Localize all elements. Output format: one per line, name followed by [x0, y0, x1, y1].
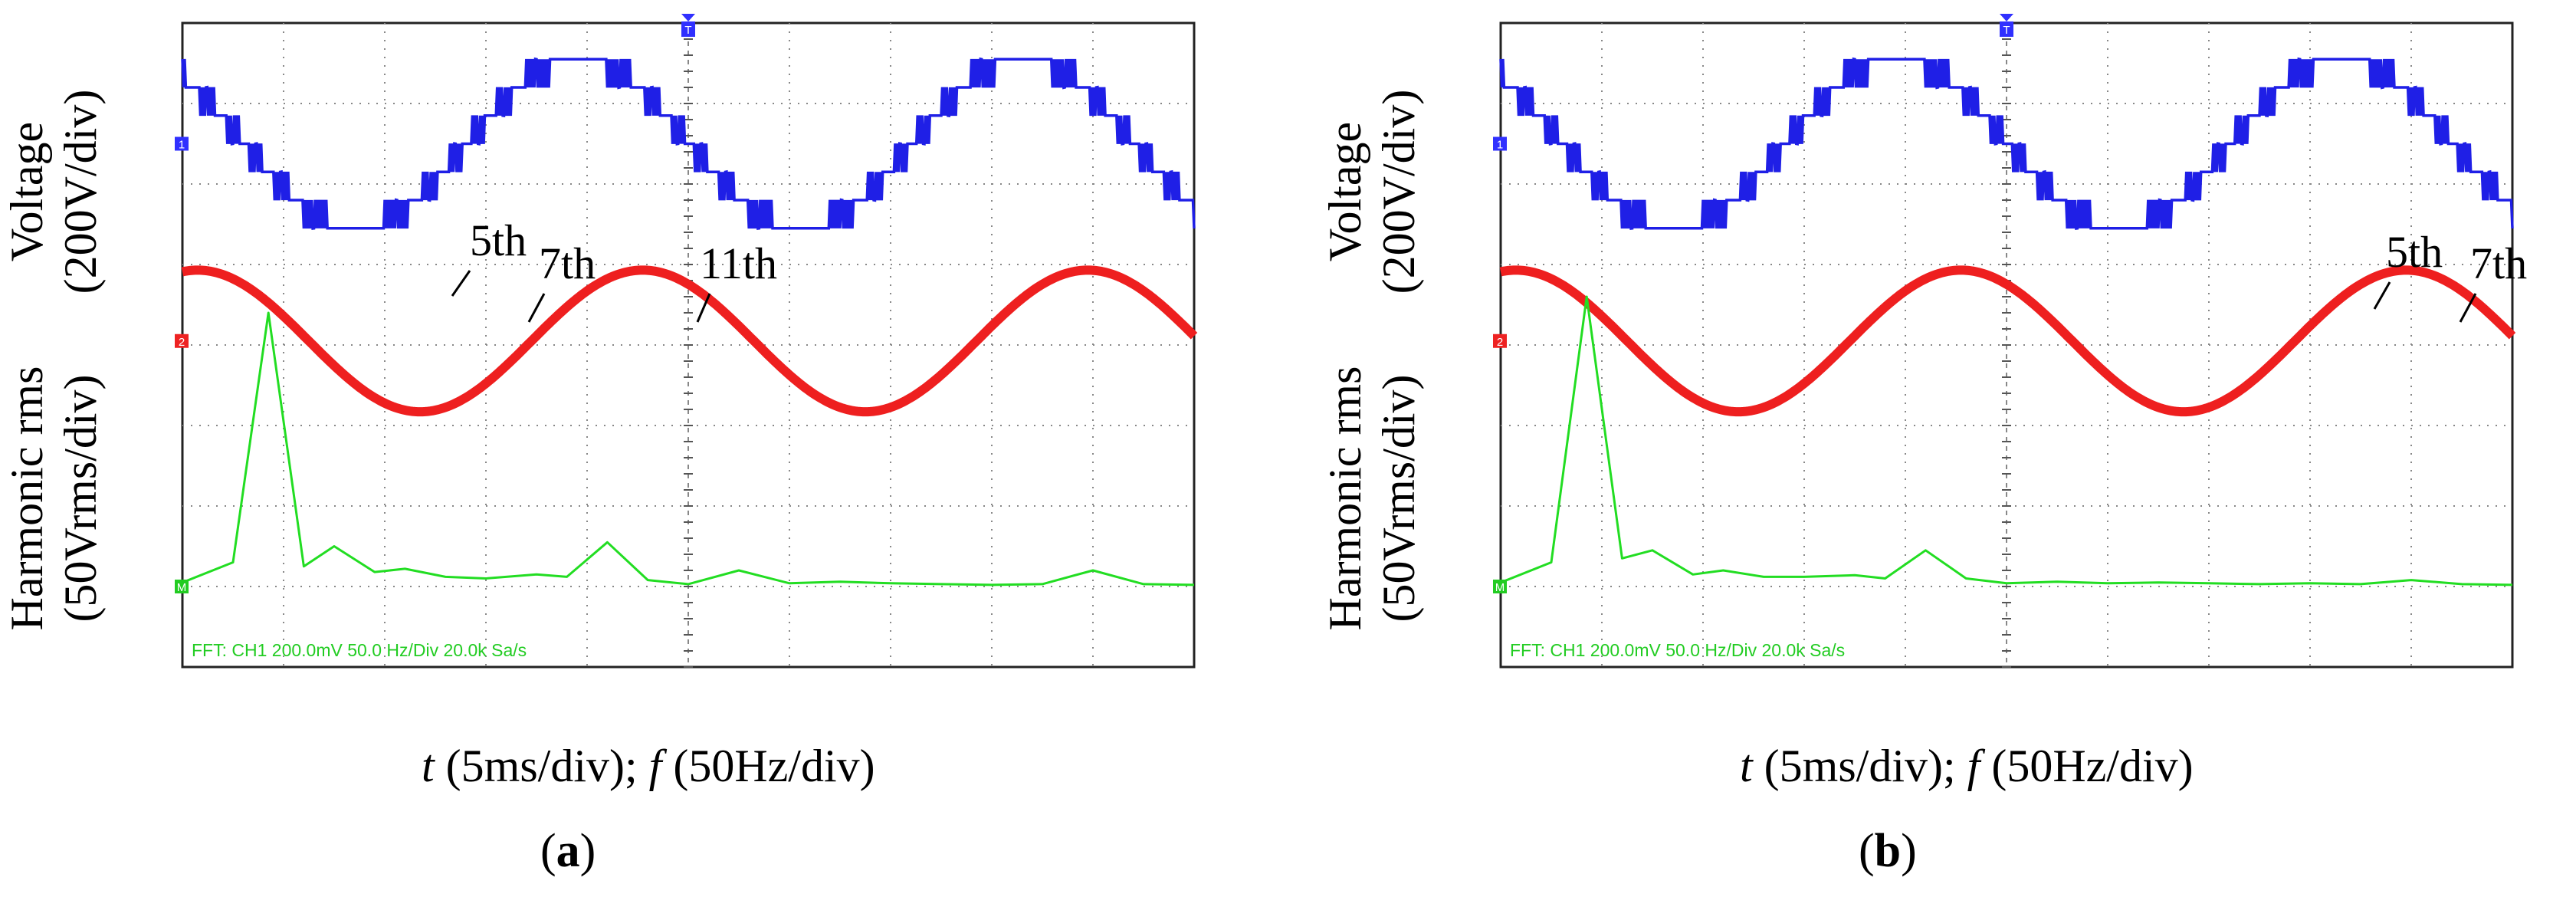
panel-a: Voltage (200V/div) Harmonic rms (50Vrms/…	[0, 14, 1198, 877]
channel-marker-1: 1	[1493, 136, 1507, 152]
channel-marker-M: M	[1493, 580, 1507, 594]
svg-text:7th: 7th	[2470, 238, 2527, 288]
subfigure-label-a: (a)	[540, 825, 596, 877]
xlabel-a: t (5ms/div); f (50Hz/div)	[422, 740, 875, 793]
center-ticks	[684, 22, 693, 668]
xlabel-t-units: (5ms/div);	[434, 741, 638, 791]
ylabel-voltage: Voltage (200V/div)	[0, 54, 107, 330]
svg-text:M: M	[1495, 581, 1505, 594]
svg-text:7th: 7th	[539, 238, 596, 288]
series-ch2-sine	[1499, 265, 2516, 417]
annotation-7th: 7th	[527, 238, 596, 323]
series-fft	[1500, 295, 2513, 586]
series-fft	[182, 311, 1195, 586]
ylabel-voltage-line1: Voltage	[1320, 121, 1370, 262]
svg-text:2: 2	[1497, 336, 1503, 349]
svg-text:M: M	[177, 581, 187, 594]
channel-marker-1: 1	[175, 136, 189, 152]
trigger-marker: T	[2000, 14, 2013, 37]
xlabel-t-units: (5ms/div);	[1752, 741, 1956, 791]
fft-readout: FFT: CH1 200.0mV 50.0 Hz/Div 20.0k Sa/s	[1510, 640, 1845, 660]
svg-text:1: 1	[179, 139, 185, 152]
ylabel-harmonic-line2: (50Vrms/div)	[1373, 374, 1424, 623]
svg-text:1: 1	[1497, 139, 1503, 152]
subfigure-label-b: (b)	[1859, 825, 1917, 877]
svg-text:11th: 11th	[700, 238, 777, 288]
subfigure-letter-b: b	[1874, 825, 1902, 877]
svg-text:5th: 5th	[2386, 227, 2443, 277]
svg-text:5th: 5th	[470, 215, 527, 265]
ylabel-harmonic: Harmonic rms (50Vrms/div)	[0, 322, 107, 675]
scope-chart-a: 1 2 M T FFT: CH1 200.0mV 50.0 Hz/Div 20.0k S…	[175, 14, 1198, 669]
subfigure-letter-a: a	[556, 825, 580, 877]
scope-chart-b: 1 2 M T FFT: CH1 200.0mV 50.0 Hz/Div 20.0k S…	[1493, 14, 2527, 669]
ylabel-harmonic-line1: Harmonic rms	[2, 366, 52, 631]
ylabel-harmonic-line2: (50Vrms/div)	[55, 374, 106, 623]
panel-b: Voltage (200V/div) Harmonic rms (50Vrms/…	[1318, 0, 2576, 897]
xlabel-t: t	[1740, 741, 1753, 791]
series-ch1-voltage	[181, 57, 1196, 230]
trigger-marker: T	[681, 14, 695, 37]
ylabel-voltage-line1: Voltage	[2, 121, 52, 262]
series-ch1-voltage	[1499, 57, 2514, 230]
channel-marker-2: 2	[175, 334, 189, 349]
center-ticks	[2002, 22, 2011, 668]
channel-marker-2: 2	[1493, 334, 1507, 349]
xlabel-t: t	[422, 741, 435, 791]
xlabel-f-units: (50Hz/div)	[661, 741, 875, 791]
series-ch2-sine	[181, 265, 1198, 417]
annotation-5th: 5th	[451, 215, 527, 297]
fft-readout: FFT: CH1 200.0mV 50.0 Hz/Div 20.0k Sa/s	[192, 640, 527, 660]
annotation-7th: 7th	[2459, 238, 2527, 323]
xlabel-f: f	[648, 741, 662, 791]
svg-text:T: T	[2003, 24, 2010, 37]
ylabel-voltage-line2: (200V/div)	[1373, 89, 1424, 294]
ylabel-harmonic: Harmonic rms (50Vrms/div)	[1318, 322, 1426, 675]
ylabel-voltage: Voltage (200V/div)	[1318, 54, 1426, 330]
annotation-11th: 11th	[696, 238, 777, 323]
xlabel-f: f	[1967, 741, 1980, 791]
annotation-5th: 5th	[2373, 227, 2443, 310]
svg-text:2: 2	[179, 336, 185, 349]
ylabel-harmonic-line1: Harmonic rms	[1320, 366, 1370, 631]
ylabel-voltage-line2: (200V/div)	[55, 89, 106, 294]
channel-marker-M: M	[175, 580, 189, 594]
xlabel-f-units: (50Hz/div)	[1980, 741, 2194, 791]
xlabel-b: t (5ms/div); f (50Hz/div)	[1740, 740, 2194, 793]
svg-text:T: T	[684, 24, 691, 37]
